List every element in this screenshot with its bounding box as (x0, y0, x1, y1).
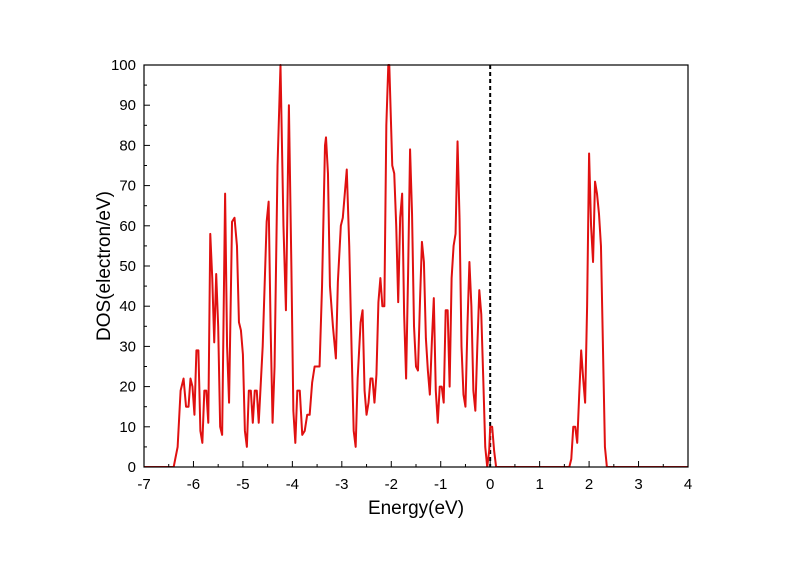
y-axis-title: DOS(electron/eV) (94, 191, 115, 341)
x-tick-label: -4 (286, 476, 299, 493)
dos-series-line (144, 64, 688, 467)
plot-content (144, 64, 688, 467)
y-tick-label: 10 (119, 419, 136, 436)
x-tick-label: -1 (434, 476, 447, 493)
y-axis: 0 10 20 30 40 50 60 70 80 90 100 (111, 57, 150, 476)
x-tick-label: 2 (585, 476, 593, 493)
y-tick-label: 30 (119, 338, 136, 355)
x-tick-label: 4 (684, 476, 692, 493)
x-tick-label: 3 (634, 476, 642, 493)
plot-background (144, 65, 688, 467)
x-tick-label: -2 (385, 476, 398, 493)
x-tick-label: -7 (137, 476, 150, 493)
y-tick-label: 70 (119, 178, 136, 195)
y-tick-label: 90 (119, 97, 136, 114)
x-axis: -7 -6 -5 -4 -3 -2 -1 0 1 2 3 4 (137, 461, 692, 493)
y-tick-label: 80 (119, 137, 136, 154)
y-tick-label: 100 (111, 57, 136, 74)
y-tick-label: 50 (119, 258, 136, 275)
x-axis-title: Energy(eV) (368, 498, 464, 519)
y-tick-label: 40 (119, 298, 136, 315)
x-tick-label: -6 (187, 476, 200, 493)
x-tick-label: 1 (535, 476, 543, 493)
x-tick-label: -3 (335, 476, 348, 493)
x-tick-label: -5 (236, 476, 249, 493)
y-tick-label: 20 (119, 379, 136, 396)
x-tick-label: 0 (486, 476, 494, 493)
y-tick-label: 0 (128, 459, 136, 476)
y-tick-label: 60 (119, 218, 136, 235)
